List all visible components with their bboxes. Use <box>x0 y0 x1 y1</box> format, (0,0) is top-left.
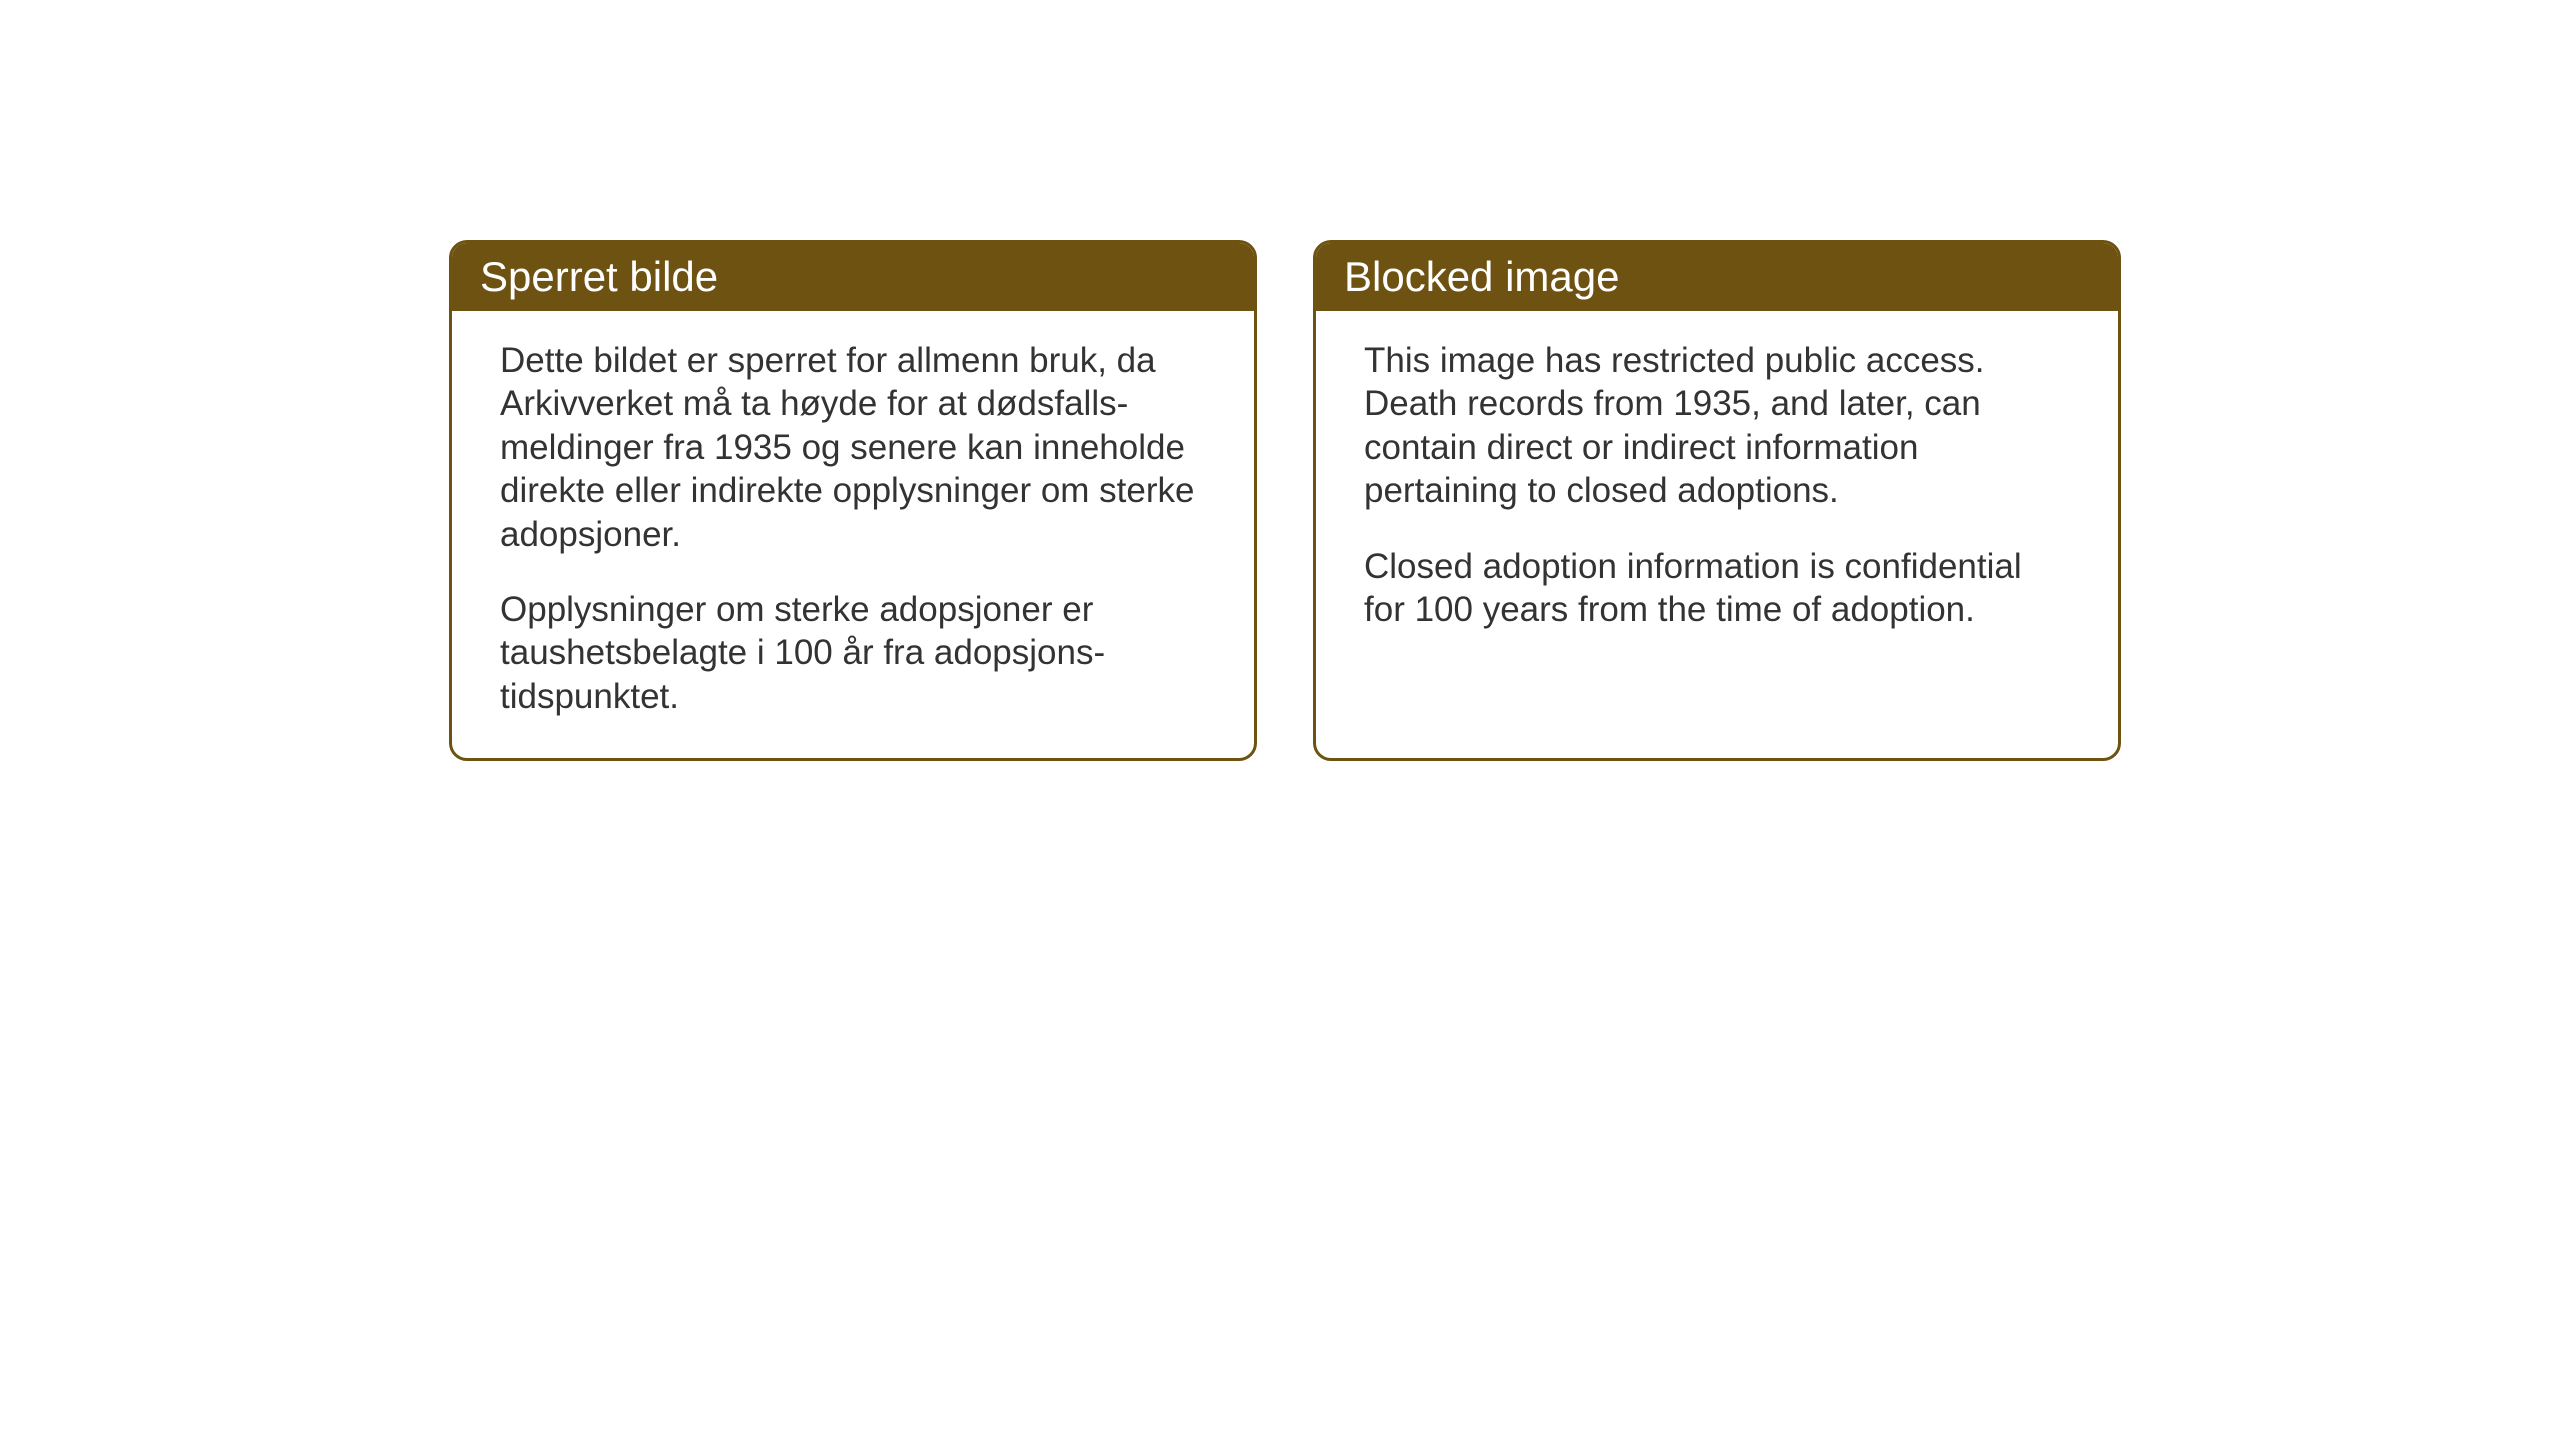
card-header-english: Blocked image <box>1316 243 2118 311</box>
card-title: Sperret bilde <box>480 253 718 300</box>
card-body-english: This image has restricted public access.… <box>1316 311 2118 671</box>
card-paragraph-2: Closed adoption information is confident… <box>1364 545 2070 632</box>
card-paragraph-1: Dette bildet er sperret for allmenn bruk… <box>500 339 1206 556</box>
card-paragraph-1: This image has restricted public access.… <box>1364 339 2070 513</box>
card-norwegian: Sperret bilde Dette bildet er sperret fo… <box>449 240 1257 761</box>
cards-container: Sperret bilde Dette bildet er sperret fo… <box>449 240 2121 761</box>
card-title: Blocked image <box>1344 253 1619 300</box>
card-paragraph-2: Opplysninger om sterke adopsjoner er tau… <box>500 588 1206 718</box>
card-body-norwegian: Dette bildet er sperret for allmenn bruk… <box>452 311 1254 758</box>
card-english: Blocked image This image has restricted … <box>1313 240 2121 761</box>
card-header-norwegian: Sperret bilde <box>452 243 1254 311</box>
